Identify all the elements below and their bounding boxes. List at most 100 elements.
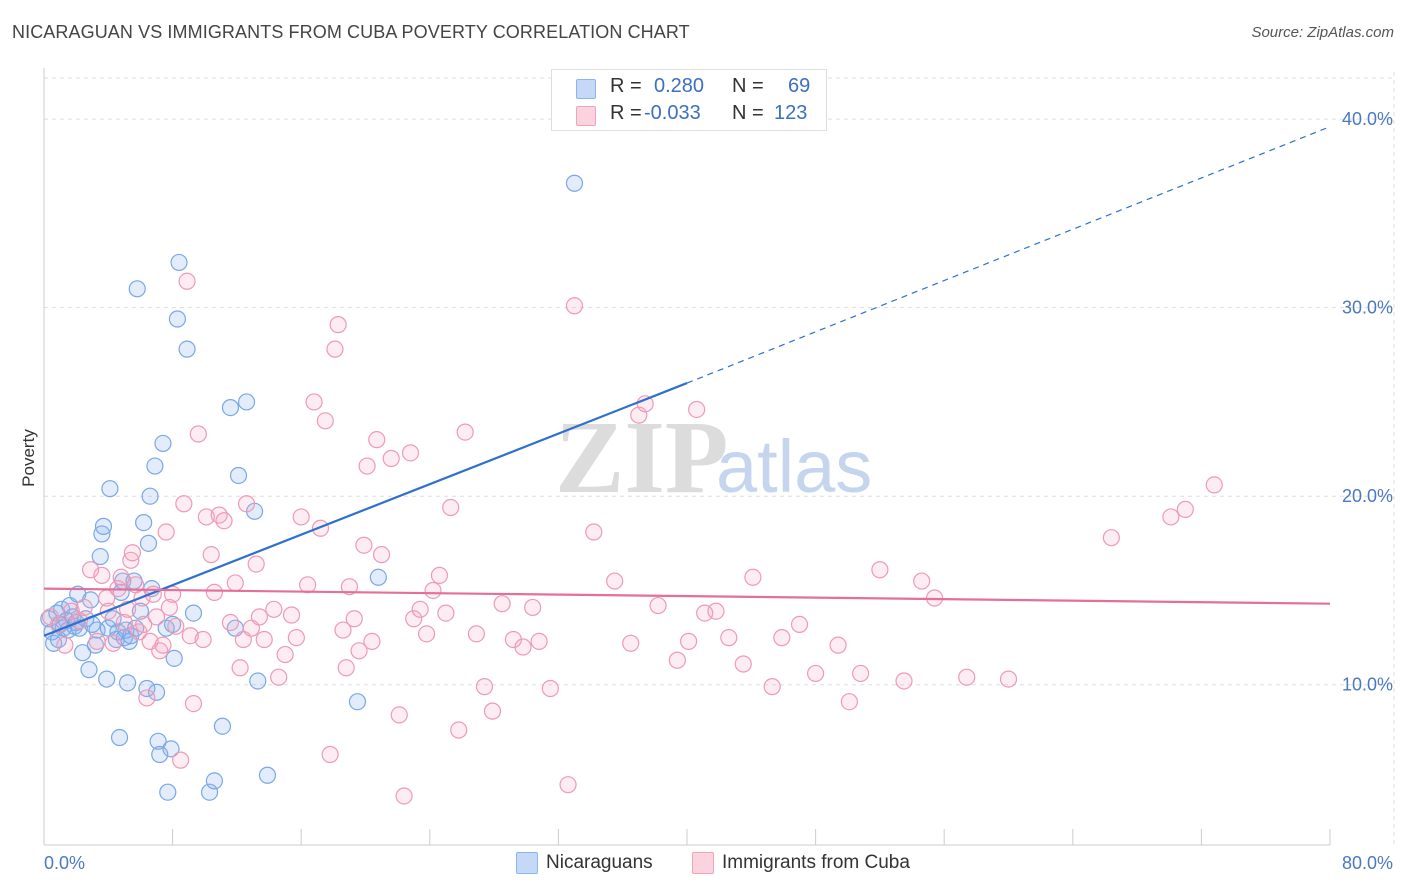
cuba-point — [541, 679, 559, 698]
nicaraguan-point — [91, 547, 109, 566]
cuba-point — [334, 621, 352, 639]
legend-n-label: N = — [732, 75, 764, 97]
nicaraguan-point — [147, 683, 166, 701]
cuba-point — [255, 630, 273, 649]
cuba-point — [282, 606, 301, 624]
cuba-point — [734, 655, 752, 673]
cuba-point — [292, 508, 310, 526]
cuba-point — [467, 625, 486, 643]
cuba-point — [270, 668, 288, 686]
bottom-swatch-nicaraguans — [516, 852, 538, 874]
cuba-point — [720, 629, 738, 647]
nicaraguan-point — [348, 693, 367, 711]
nicaraguan-point — [80, 661, 98, 679]
cuba-point — [181, 627, 199, 645]
cuba-point — [437, 604, 455, 622]
x-tick-label-min: 0.0% — [44, 853, 85, 873]
y-tick-label: 10.0% — [1342, 675, 1393, 695]
cuba-point — [355, 536, 373, 554]
cuba-point — [806, 664, 825, 683]
cuba-point — [913, 572, 931, 590]
cuba-point — [744, 568, 762, 586]
cuba-point — [56, 636, 74, 654]
cuba-point — [707, 602, 725, 620]
nicaraguan-point — [141, 487, 159, 505]
nicaraguan-point — [229, 466, 248, 485]
nicaraguan-point — [200, 783, 219, 801]
nicaraguan-point — [146, 457, 164, 475]
cuba-point — [382, 449, 400, 468]
nicaraguan-point — [258, 766, 277, 784]
cuba-point — [999, 670, 1018, 688]
stats-legend: R = 0.280 N = 69 R = -0.033 N = 123 — [551, 69, 827, 131]
cuba-point — [164, 585, 182, 603]
cuba-point — [237, 495, 256, 513]
cuba-point — [160, 598, 178, 617]
cuba-point — [247, 555, 265, 573]
legend-swatch-cuba — [576, 106, 596, 126]
cuba-point — [93, 566, 111, 584]
nicaraguan-point — [149, 732, 167, 750]
cuba-point — [649, 596, 667, 615]
cuba-point — [215, 512, 233, 530]
cuba-point — [871, 561, 889, 579]
cuba-point — [790, 615, 809, 634]
cuba-point — [147, 608, 166, 626]
cuba-point — [299, 576, 317, 594]
cuba-point — [167, 617, 185, 635]
cuba-point — [530, 632, 548, 650]
nicaraguan-point — [237, 393, 256, 411]
cuba-point — [1176, 500, 1194, 519]
nicaraguan-point — [73, 644, 92, 662]
nicaraguan-point — [168, 310, 187, 328]
cuba-point — [345, 610, 363, 628]
cuba-point — [565, 297, 584, 315]
legend-swatch-nicaraguans — [576, 79, 596, 99]
cuba-point — [424, 581, 442, 600]
nicaraguan-point — [154, 434, 172, 453]
y-axis-label: Poverty — [19, 429, 38, 487]
cuba-point — [135, 615, 153, 634]
cuba-point — [175, 495, 193, 513]
cuba-point — [430, 566, 449, 584]
points-layer — [40, 174, 1223, 805]
cuba-point — [337, 659, 355, 677]
cuba-point — [395, 787, 413, 805]
cuba-point — [763, 678, 781, 696]
cuba-point — [493, 595, 511, 613]
nicaraguan-point — [249, 672, 267, 690]
nicaraguan-point — [162, 740, 180, 758]
y-tick-label: 20.0% — [1342, 486, 1393, 506]
cuba-point — [350, 642, 368, 660]
axis-layer: 10.0% 20.0% 30.0% 40.0% 0.0% 80.0% — [43, 68, 1393, 873]
bottom-legend-label: Nicaraguans — [546, 852, 653, 873]
nicaraguan-point — [165, 649, 183, 667]
cuba-point — [231, 659, 249, 677]
cuba-point — [123, 544, 142, 562]
y-tick-label: 30.0% — [1342, 298, 1393, 318]
cuba-point — [668, 651, 686, 669]
y-tick-label: 40.0% — [1342, 109, 1393, 129]
cuba-point — [178, 272, 196, 290]
nicaraguan-point — [98, 670, 116, 688]
cuba-point — [680, 632, 698, 650]
nicaraguan-point — [135, 514, 153, 532]
cuba-point — [340, 578, 359, 596]
cuba-point — [154, 636, 172, 654]
nicaraguan-trend-extension — [686, 126, 1331, 384]
cuba-point — [115, 613, 133, 632]
watermark-atlas: atlas — [716, 425, 872, 508]
cuba-point — [184, 694, 203, 713]
legend-r-value: -0.033 — [644, 102, 701, 124]
cuba-point — [442, 498, 460, 517]
nicaraguan-point — [170, 253, 188, 272]
nicaraguan-point — [221, 398, 240, 417]
nicaraguan-trend-line — [43, 382, 688, 637]
cuba-point — [172, 751, 190, 769]
cuba-point — [265, 600, 283, 618]
cuba-point — [585, 523, 603, 541]
cuba-trend-line — [43, 587, 1331, 605]
chart-title: NICARAGUAN VS IMMIGRANTS FROM CUBA POVER… — [12, 22, 690, 42]
cuba-point — [606, 572, 624, 590]
